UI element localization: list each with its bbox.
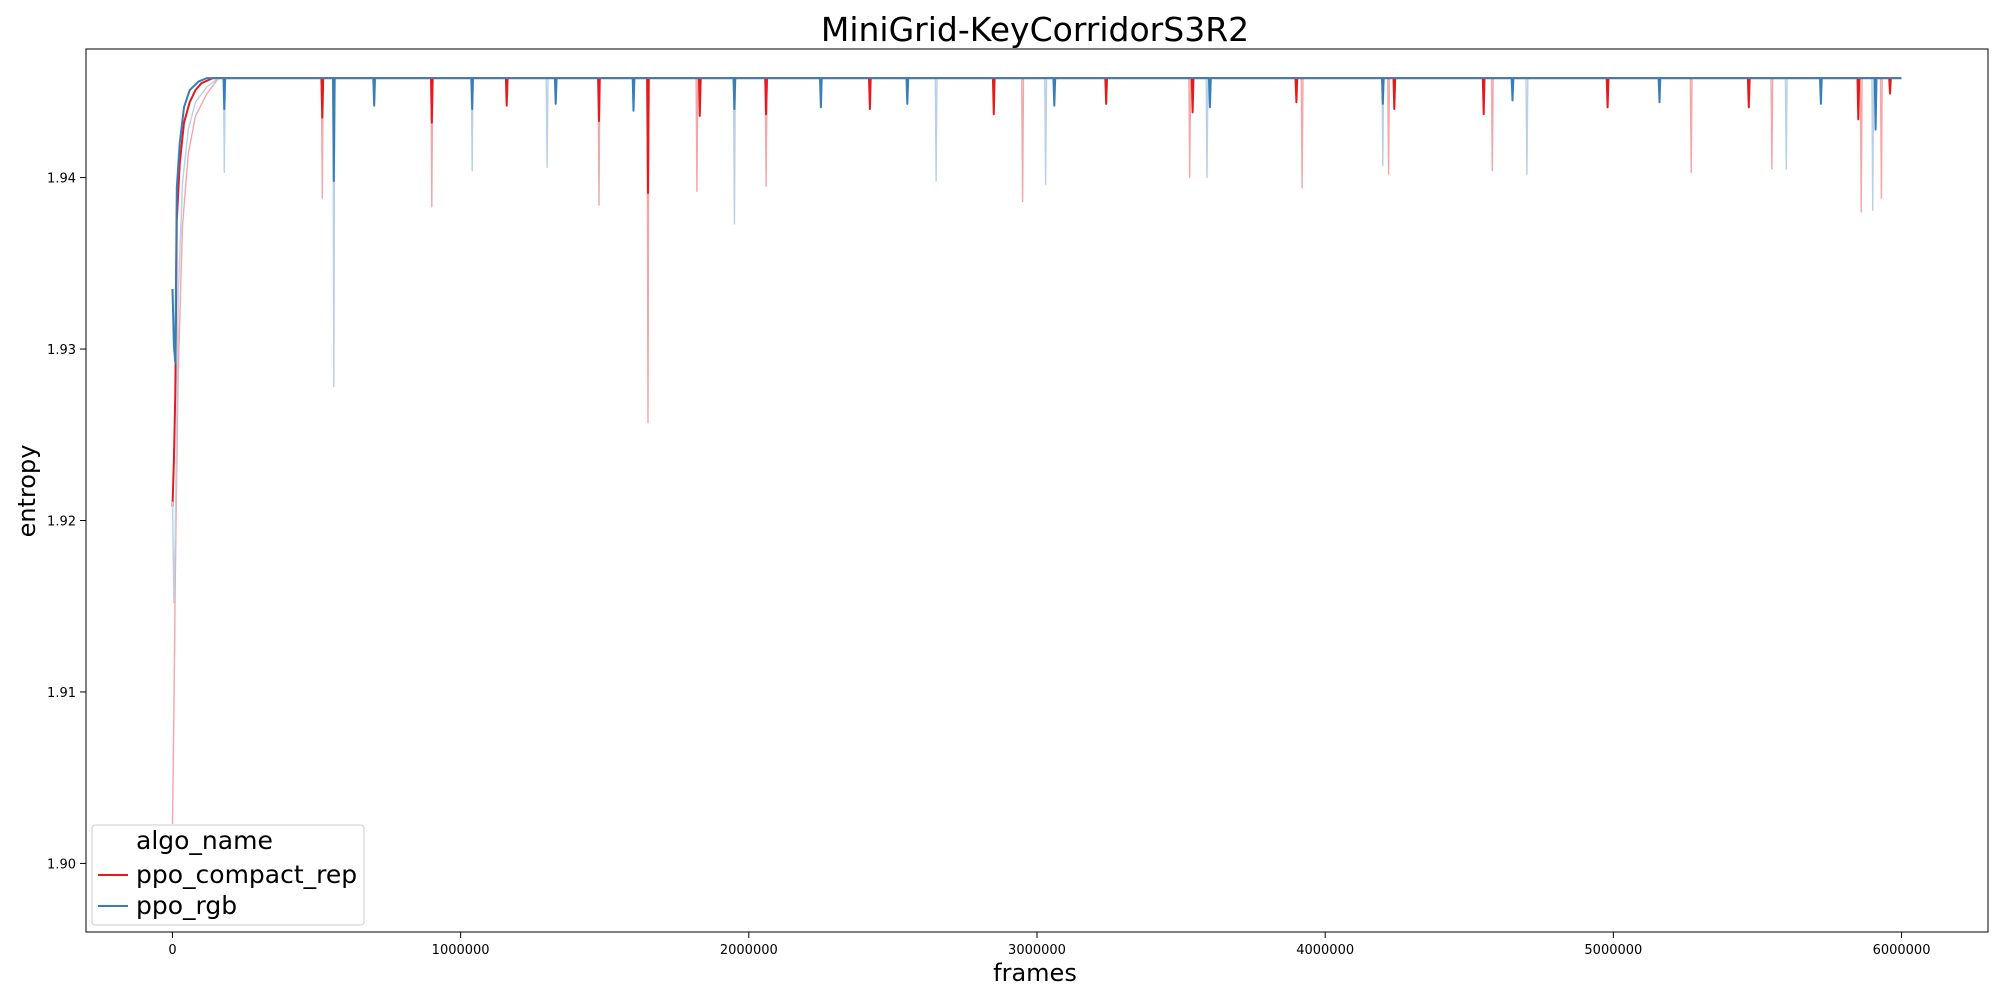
y-tick-label: 1.92 — [47, 515, 76, 530]
x-tick-label: 5000000 — [1584, 943, 1642, 958]
y-axis-label: entropy — [13, 445, 41, 538]
series-line-main-ppo-rgb — [171, 77, 1902, 364]
y-tick-label: 1.91 — [47, 686, 76, 701]
x-tick-label: 2000000 — [720, 943, 778, 958]
series-line-band-ppo-compact-rep — [171, 77, 1902, 825]
y-tick-label: 1.90 — [47, 857, 76, 872]
plot-area — [171, 77, 1902, 825]
y-tick-label: 1.94 — [47, 172, 76, 187]
legend: algo_name ppo_compact_rep ppo_rgb — [91, 824, 365, 926]
x-tick-label: 0 — [168, 943, 176, 958]
x-axis-label: frames — [993, 959, 1077, 987]
legend-label-ppo-rgb: ppo_rgb — [136, 891, 237, 920]
y-tick-label: 1.93 — [47, 343, 76, 358]
legend-label-ppo-compact-rep: ppo_compact_rep — [136, 860, 357, 889]
x-tick-label: 4000000 — [1296, 943, 1354, 958]
legend-title: algo_name — [136, 826, 273, 855]
x-axis: 0 1000000 2000000 3000000 4000000 5000000 6000… — [168, 932, 1930, 958]
chart-title: MiniGrid-KeyCorridorS3R2 — [821, 10, 1249, 49]
series-line-main-ppo-compact-rep — [171, 77, 1902, 507]
x-tick-label: 3000000 — [1008, 943, 1066, 958]
series-line-band-ppo-rgb — [171, 77, 1902, 604]
y-axis: 1.90 1.91 1.92 1.93 1.94 — [47, 172, 86, 872]
legend-box — [91, 824, 365, 926]
plot-frame — [85, 48, 1989, 933]
x-tick-label: 1000000 — [432, 943, 490, 958]
x-tick-label: 6000000 — [1873, 943, 1931, 958]
